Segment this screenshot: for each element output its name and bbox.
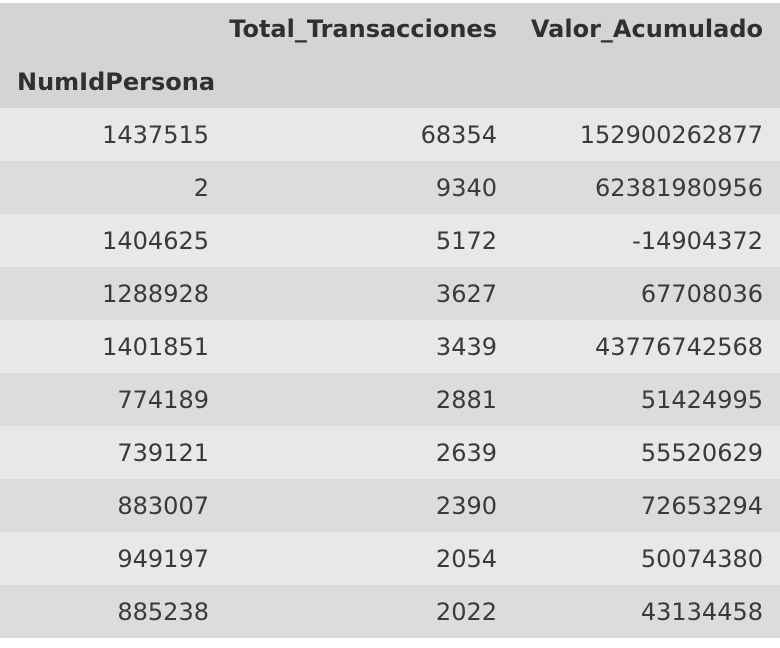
cell-total-transacciones: 3627 (226, 267, 514, 320)
cell-total-transacciones: 2022 (226, 585, 514, 638)
index-row-blank-cell (226, 55, 514, 108)
cell-valor-acumulado: -14904372 (514, 214, 780, 267)
table-row: 1437515 68354 152900262877 (0, 108, 780, 161)
cell-valor-acumulado: 43134458 (514, 585, 780, 638)
cell-total-transacciones: 2639 (226, 426, 514, 479)
table-body: 1437515 68354 152900262877 2 9340 62381980956… (0, 108, 780, 638)
cell-numidpersona: 949197 (0, 532, 226, 585)
cell-numidpersona: 1404625 (0, 214, 226, 267)
cell-valor-acumulado: 55520629 (514, 426, 780, 479)
cell-numidpersona: 2 (0, 161, 226, 214)
cell-numidpersona: 774189 (0, 373, 226, 426)
cell-total-transacciones: 68354 (226, 108, 514, 161)
table-row: 739121 2639 55520629 (0, 426, 780, 479)
index-name-numidpersona: NumIdPersona (0, 55, 226, 108)
dataframe-table: Total_Transacciones Valor_Acumulado NumI… (0, 3, 780, 638)
cell-numidpersona: 1437515 (0, 108, 226, 161)
table-row: 1401851 3439 43776742568 (0, 320, 780, 373)
cell-total-transacciones: 9340 (226, 161, 514, 214)
table-row: 885238 2022 43134458 (0, 585, 780, 638)
cell-total-transacciones: 2881 (226, 373, 514, 426)
column-header-row: Total_Transacciones Valor_Acumulado (0, 3, 780, 55)
table-row: 949197 2054 50074380 (0, 532, 780, 585)
cell-numidpersona: 883007 (0, 479, 226, 532)
header-index-blank (0, 3, 226, 55)
cell-valor-acumulado: 152900262877 (514, 108, 780, 161)
table-row: 883007 2390 72653294 (0, 479, 780, 532)
cell-valor-acumulado: 72653294 (514, 479, 780, 532)
cell-numidpersona: 885238 (0, 585, 226, 638)
table-row: 1288928 3627 67708036 (0, 267, 780, 320)
cell-valor-acumulado: 43776742568 (514, 320, 780, 373)
cell-total-transacciones: 5172 (226, 214, 514, 267)
cell-valor-acumulado: 62381980956 (514, 161, 780, 214)
cell-valor-acumulado: 67708036 (514, 267, 780, 320)
header-valor-acumulado: Valor_Acumulado (514, 3, 780, 55)
table-header: Total_Transacciones Valor_Acumulado NumI… (0, 3, 780, 108)
index-name-row: NumIdPersona (0, 55, 780, 108)
cell-total-transacciones: 2054 (226, 532, 514, 585)
table-row: 1404625 5172 -14904372 (0, 214, 780, 267)
cell-numidpersona: 739121 (0, 426, 226, 479)
table-row: 2 9340 62381980956 (0, 161, 780, 214)
cell-total-transacciones: 3439 (226, 320, 514, 373)
cell-total-transacciones: 2390 (226, 479, 514, 532)
cell-numidpersona: 1288928 (0, 267, 226, 320)
cell-valor-acumulado: 51424995 (514, 373, 780, 426)
table-row: 774189 2881 51424995 (0, 373, 780, 426)
index-row-blank-cell (514, 55, 780, 108)
header-total-transacciones: Total_Transacciones (226, 3, 514, 55)
cell-valor-acumulado: 50074380 (514, 532, 780, 585)
cell-numidpersona: 1401851 (0, 320, 226, 373)
